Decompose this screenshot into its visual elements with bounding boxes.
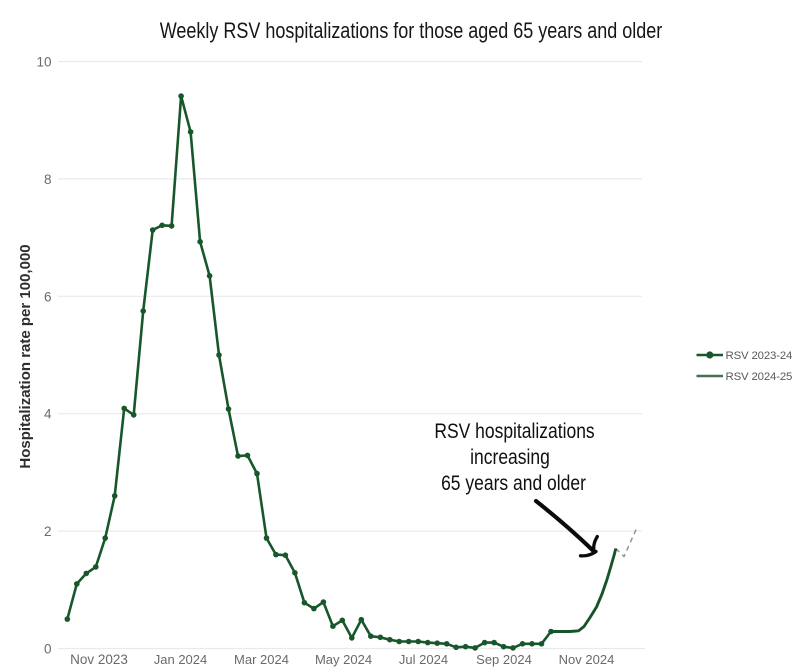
svg-text:RSV 2023-24: RSV 2023-24 (726, 350, 793, 362)
svg-text:RSV hospitalizations: RSV hospitalizations (434, 421, 594, 444)
svg-text:8: 8 (44, 172, 52, 187)
svg-text:Nov 2024: Nov 2024 (559, 652, 615, 667)
svg-text:increasing: increasing (470, 447, 550, 470)
svg-text:RSV 2024-25: RSV 2024-25 (726, 371, 793, 383)
svg-text:Weekly RSV hospitalizations fo: Weekly RSV hospitalizations for those ag… (160, 19, 663, 43)
svg-text:0: 0 (44, 642, 52, 657)
svg-text:Jul 2024: Jul 2024 (399, 652, 448, 667)
svg-text:May 2024: May 2024 (315, 652, 372, 667)
svg-text:Jan 2024: Jan 2024 (154, 652, 208, 667)
svg-text:Nov 2023: Nov 2023 (70, 652, 128, 667)
svg-text:65 years and older: 65 years and older (441, 473, 586, 496)
svg-text:Sep 2024: Sep 2024 (476, 652, 532, 667)
svg-text:Hospitalization rate per 100,0: Hospitalization rate per 100,000 (17, 244, 34, 468)
svg-text:10: 10 (36, 55, 51, 70)
svg-text:Mar 2024: Mar 2024 (234, 652, 289, 667)
svg-text:4: 4 (44, 407, 52, 422)
svg-text:6: 6 (44, 289, 52, 304)
svg-text:2: 2 (44, 524, 52, 539)
